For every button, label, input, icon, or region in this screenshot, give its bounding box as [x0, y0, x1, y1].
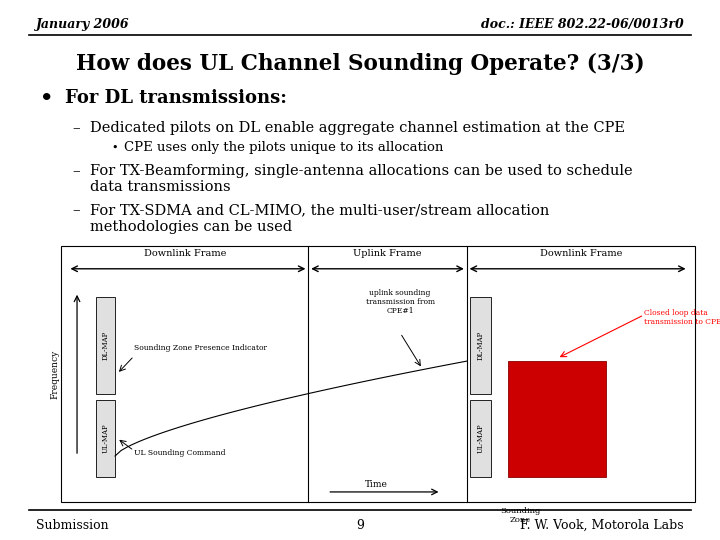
Text: uplink sounding
transmission from
CPE#1: uplink sounding transmission from CPE#1	[366, 289, 435, 315]
Bar	[96, 400, 115, 476]
Bar	[96, 297, 115, 394]
Text: Uplink Frame: Uplink Frame	[354, 249, 422, 258]
Text: F. W. Vook, Motorola Labs: F. W. Vook, Motorola Labs	[521, 519, 684, 532]
Text: data transmissions: data transmissions	[90, 180, 230, 194]
Text: For TX-Beamforming, single-antenna allocations can be used to schedule: For TX-Beamforming, single-antenna alloc…	[90, 164, 633, 178]
Text: UL-MAP: UL-MAP	[477, 423, 485, 453]
Text: Dedicated pilots on DL enable aggregate channel estimation at the CPE: Dedicated pilots on DL enable aggregate …	[90, 121, 625, 135]
Text: Sounding Zone Presence Indicator: Sounding Zone Presence Indicator	[134, 345, 267, 352]
Text: For DL transmissions:: For DL transmissions:	[65, 89, 287, 107]
Bar	[61, 246, 695, 502]
Text: UL-MAP: UL-MAP	[102, 423, 109, 453]
Text: •: •	[112, 143, 118, 152]
Text: Downlink Frame: Downlink Frame	[539, 249, 622, 258]
Text: DL-MAP: DL-MAP	[102, 331, 109, 360]
Bar	[508, 361, 606, 476]
Text: methodologies can be used: methodologies can be used	[90, 220, 292, 234]
Text: January 2006: January 2006	[36, 18, 130, 31]
Text: Submission: Submission	[36, 519, 109, 532]
Text: Time: Time	[365, 480, 388, 489]
Text: –: –	[72, 164, 80, 178]
Text: DL-MAP: DL-MAP	[477, 331, 485, 360]
Text: –: –	[72, 204, 80, 218]
Text: doc.: IEEE 802.22-06/0013r0: doc.: IEEE 802.22-06/0013r0	[481, 18, 684, 31]
Text: –: –	[72, 121, 80, 135]
Text: How does UL Channel Sounding Operate? (3/3): How does UL Channel Sounding Operate? (3…	[76, 53, 644, 75]
Text: Downlink Frame: Downlink Frame	[143, 249, 226, 258]
Text: For TX-SDMA and CL-MIMO, the multi-user/stream allocation: For TX-SDMA and CL-MIMO, the multi-user/…	[90, 204, 549, 218]
Text: Sounding
Zone: Sounding Zone	[500, 507, 541, 524]
Text: •: •	[40, 88, 53, 109]
Text: UL Sounding Command: UL Sounding Command	[134, 449, 225, 457]
Bar	[470, 297, 491, 394]
Bar	[470, 400, 491, 476]
Text: Frequency: Frequency	[50, 349, 59, 399]
Text: CPE uses only the pilots unique to its allocation: CPE uses only the pilots unique to its a…	[124, 141, 444, 154]
Text: Closed loop data
transmission to CPE #1: Closed loop data transmission to CPE #1	[644, 309, 720, 326]
Text: 9: 9	[356, 519, 364, 532]
